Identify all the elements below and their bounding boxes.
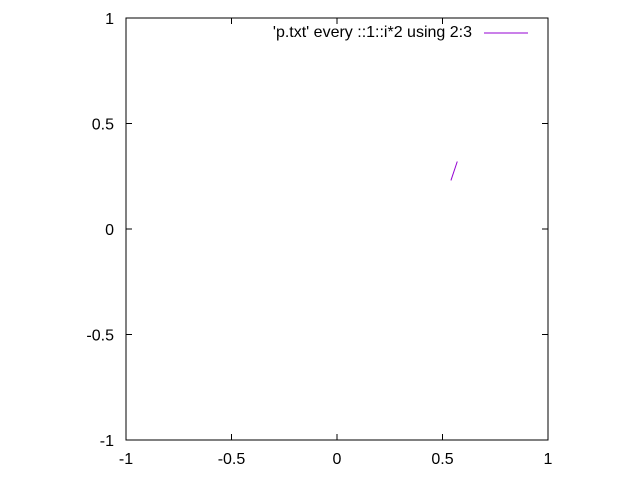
x-tick-label: -0.5	[218, 451, 246, 468]
series-layer	[450, 161, 458, 181]
y-tick-label: -1	[100, 433, 114, 450]
plot-frame	[125, 17, 549, 441]
x-tick-label: 0.5	[431, 451, 453, 468]
x-tick-label: 1	[544, 451, 553, 468]
legend: 'p.txt' every ::1::i*2 using 2:3	[273, 24, 528, 41]
y-tick-label: 1	[105, 11, 114, 28]
y-tick-label: 0.5	[92, 117, 114, 134]
legend-label: 'p.txt' every ::1::i*2 using 2:3	[273, 24, 472, 41]
y-tick-label: -0.5	[86, 328, 114, 345]
y-tick-label: 0	[105, 222, 114, 239]
x-tick-label: -1	[119, 451, 133, 468]
y-axis: 1 0.5 0 -0.5 -1	[86, 11, 548, 450]
series-line	[450, 161, 458, 181]
x-tick-label: 0	[333, 451, 342, 468]
x-axis: -1 -0.5 0 0.5 1	[119, 18, 553, 468]
